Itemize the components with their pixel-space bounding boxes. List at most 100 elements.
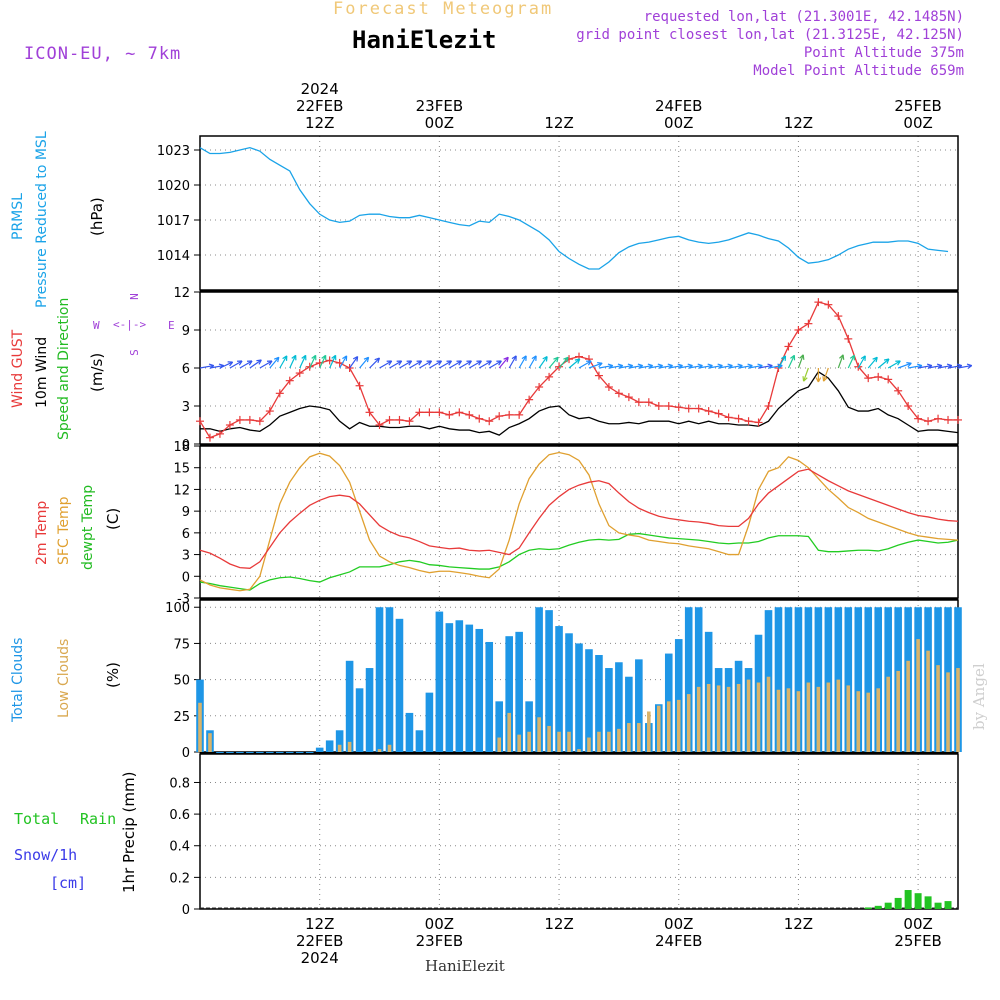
- gust-marker: [744, 417, 753, 426]
- gust-marker: [415, 408, 424, 417]
- wind-arrow: [219, 361, 234, 369]
- wind-arrow: [329, 354, 337, 369]
- gust-marker: [684, 404, 693, 413]
- gust-marker: [944, 415, 953, 424]
- total-cloud-bar: [824, 607, 833, 752]
- wind-arrow: [289, 354, 297, 369]
- gust-marker: [804, 319, 813, 328]
- gust-marker: [864, 374, 873, 383]
- wind-arrow: [777, 355, 787, 369]
- gust-marker: [465, 410, 474, 419]
- compass-w-label: W: [93, 319, 100, 332]
- gust-marker: [724, 413, 733, 422]
- wind-arrow: [229, 360, 243, 369]
- gust-marker: [405, 417, 414, 426]
- total-cloud-bar: [345, 660, 354, 752]
- top-time-label: 12Z: [784, 114, 813, 132]
- wind-arrow: [867, 356, 878, 369]
- bottom-time-label: 24FEB: [655, 932, 702, 950]
- total-cloud-bar: [864, 607, 873, 752]
- gust-marker: [265, 407, 274, 416]
- gust-line: [199, 301, 958, 439]
- total-cloud-bar: [515, 631, 523, 752]
- gust-marker: [934, 414, 943, 423]
- wind-arrow: [439, 360, 452, 369]
- dewpoint-line: [199, 532, 959, 591]
- gust-marker: [914, 414, 923, 423]
- low-cloud-bar: [856, 691, 861, 752]
- low-cloud-bar: [846, 685, 851, 752]
- gust-marker: [634, 398, 643, 407]
- gust-marker: [794, 326, 803, 334]
- top-time-label: 22FEB: [296, 97, 343, 115]
- y-tick-label: 12: [173, 286, 190, 301]
- gust-marker: [525, 395, 534, 404]
- low-cloud-bar: [387, 744, 392, 752]
- y-tick-label: 6: [182, 362, 190, 377]
- gust-marker: [904, 402, 913, 410]
- total-cloud-bar: [415, 730, 424, 752]
- top-time-label: 23FEB: [416, 97, 463, 115]
- wind-arrow: [822, 367, 829, 382]
- rain-bar: [914, 893, 922, 909]
- low-cloud-bar: [587, 737, 591, 752]
- wind-arrow: [429, 360, 443, 369]
- wind-arrow: [239, 360, 253, 369]
- gust-marker: [824, 300, 833, 309]
- total-cloud-bar: [385, 607, 394, 752]
- gust-marker: [874, 372, 883, 381]
- gust-marker: [714, 409, 723, 418]
- low-cloud-bar: [696, 686, 701, 752]
- wind-arrow: [897, 362, 912, 369]
- bottom-time-label: 12Z: [784, 915, 813, 933]
- low-cloud-bar: [886, 676, 890, 752]
- wind-arrow: [259, 360, 273, 369]
- total-cloud-bar: [605, 668, 613, 752]
- low-cloud-bar: [896, 670, 900, 752]
- low-cloud-bar: [826, 682, 831, 752]
- top-time-label: 24FEB: [655, 97, 702, 115]
- total-cloud-bar: [475, 628, 484, 752]
- pressure-frame: [199, 135, 959, 291]
- rain-bar: [884, 902, 892, 909]
- compass-e-label: E: [168, 319, 175, 332]
- bottom-time-label: 23FEB: [416, 932, 463, 950]
- low-cloud-bar: [906, 660, 910, 752]
- gust-marker: [455, 408, 464, 417]
- total-cloud-bar: [355, 688, 364, 752]
- total-cloud-bar: [435, 611, 444, 752]
- gust-marker: [225, 421, 234, 429]
- low-cloud-bar: [557, 731, 561, 752]
- total-cloud-bar: [794, 607, 803, 752]
- gust-marker: [295, 369, 304, 378]
- gust-marker: [784, 342, 793, 351]
- gust-marker: [325, 356, 334, 365]
- wind-arrow: [419, 360, 433, 369]
- gust-marker: [604, 383, 613, 391]
- wind-arrow: [837, 354, 845, 369]
- y-tick-label: 1017: [157, 214, 190, 229]
- gust-marker: [196, 417, 204, 426]
- top-time-label: 12Z: [544, 114, 573, 132]
- gust-marker: [884, 375, 893, 384]
- precipitation-frame: [199, 753, 959, 910]
- low-cloud-bar: [208, 733, 212, 752]
- wind-arrow: [478, 360, 492, 369]
- wind-arrow: [498, 356, 509, 369]
- y-tick-label: 0.6: [169, 808, 190, 823]
- low-cloud-bar: [567, 731, 571, 752]
- low-cloud-bar: [836, 679, 841, 752]
- wind-arrow: [877, 358, 890, 369]
- gust-marker: [644, 398, 653, 407]
- gust-marker: [545, 372, 554, 381]
- wind-arrow: [309, 354, 317, 369]
- gust-marker: [425, 408, 434, 417]
- top-time-label: 00Z: [425, 114, 454, 132]
- gust-marker: [894, 386, 903, 395]
- rain-bar: [904, 890, 912, 909]
- low-cloud-bar: [706, 683, 711, 752]
- gust-marker: [515, 410, 524, 419]
- gust-marker: [215, 429, 224, 438]
- total-cloud-bar: [684, 607, 693, 752]
- rain-bar: [864, 907, 872, 909]
